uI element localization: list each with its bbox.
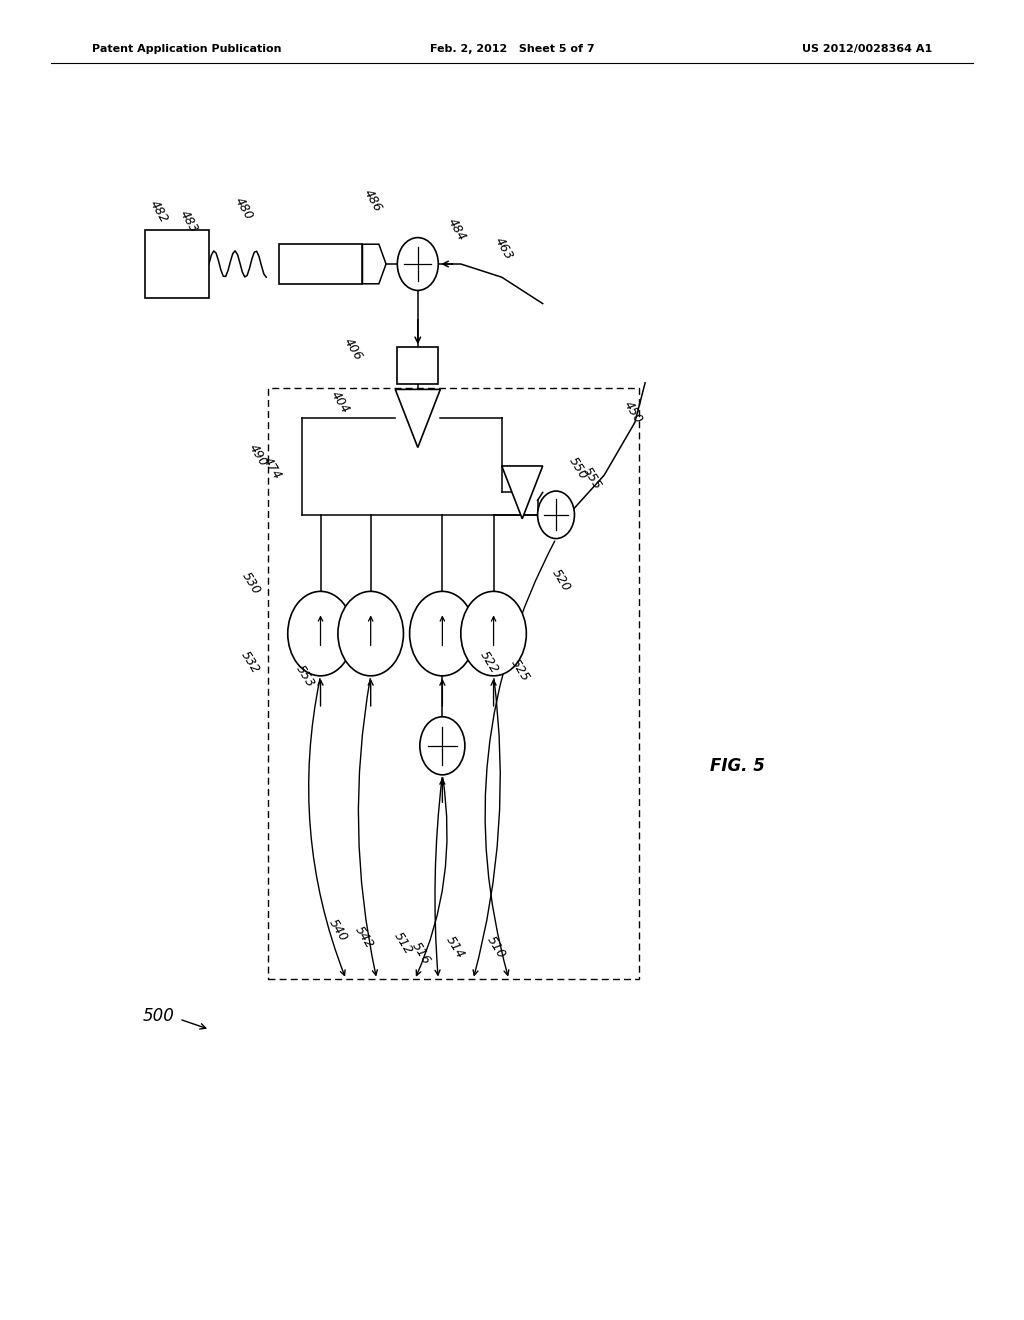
Circle shape: [410, 591, 475, 676]
Circle shape: [338, 591, 403, 676]
Bar: [145, 230, 209, 298]
Text: 500: 500: [142, 1007, 175, 1026]
Text: US 2012/0028364 A1: US 2012/0028364 A1: [802, 44, 932, 54]
Text: 525: 525: [508, 657, 532, 684]
Polygon shape: [502, 466, 543, 519]
Text: 490: 490: [246, 442, 270, 469]
Text: 450: 450: [621, 399, 645, 425]
Polygon shape: [362, 244, 386, 284]
Text: Patent Application Publication: Patent Application Publication: [92, 44, 282, 54]
Bar: [397, 347, 438, 384]
Text: 480: 480: [232, 195, 255, 222]
Text: 484: 484: [445, 216, 468, 243]
Text: 404: 404: [328, 389, 352, 416]
Text: 486: 486: [361, 187, 384, 214]
Circle shape: [420, 717, 465, 775]
Text: Feb. 2, 2012   Sheet 5 of 7: Feb. 2, 2012 Sheet 5 of 7: [430, 44, 594, 54]
Text: 520: 520: [549, 568, 573, 594]
Text: 522: 522: [477, 649, 502, 676]
Circle shape: [397, 238, 438, 290]
Text: 553: 553: [293, 663, 317, 689]
Circle shape: [538, 491, 574, 539]
Bar: [268, 388, 639, 979]
Circle shape: [461, 591, 526, 676]
Circle shape: [288, 591, 353, 676]
Text: 482: 482: [147, 198, 170, 224]
Text: 550: 550: [566, 455, 591, 482]
Bar: [279, 244, 362, 284]
Text: 540: 540: [326, 917, 350, 944]
Text: 516: 516: [409, 940, 433, 966]
Text: 474: 474: [260, 455, 285, 482]
Text: 510: 510: [483, 935, 508, 961]
Text: 514: 514: [442, 935, 467, 961]
Text: FIG. 5: FIG. 5: [710, 756, 765, 775]
Text: 530: 530: [239, 570, 263, 597]
Polygon shape: [395, 389, 440, 447]
Text: 406: 406: [341, 337, 366, 363]
Text: 555: 555: [580, 465, 604, 491]
Text: 483: 483: [177, 209, 200, 235]
Text: 532: 532: [238, 649, 262, 676]
Text: 463: 463: [493, 235, 515, 261]
Text: 542: 542: [352, 924, 377, 950]
Text: 512: 512: [391, 931, 416, 957]
